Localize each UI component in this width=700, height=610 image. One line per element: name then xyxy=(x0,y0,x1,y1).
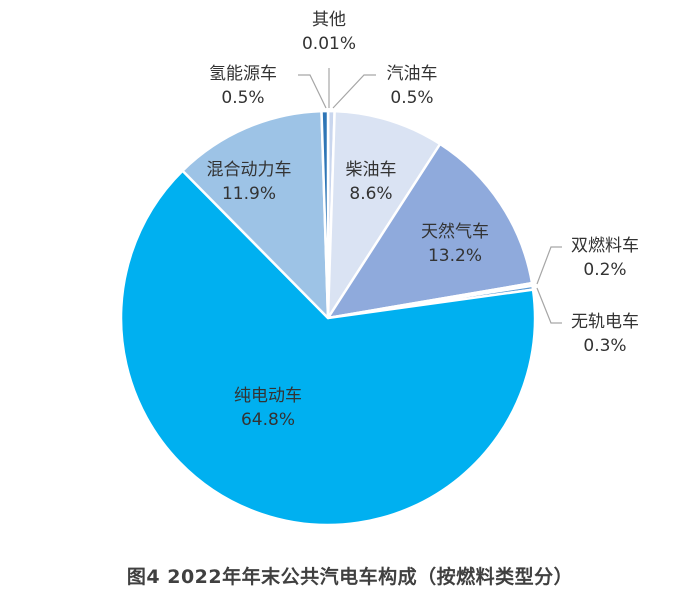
pie-slice xyxy=(326,109,442,320)
label-dual-fuel-name: 双燃料车 xyxy=(571,236,639,256)
label-gasoline-pct: 0.5% xyxy=(390,88,434,108)
label-other: 其他 0.01% xyxy=(298,8,360,56)
label-natural-gas-name: 天然气车 xyxy=(421,222,489,242)
label-diesel-name: 柴油车 xyxy=(345,160,397,180)
label-natural-gas: 天然气车 13.2% xyxy=(405,220,505,268)
label-trolley-name: 无轨电车 xyxy=(571,312,639,332)
label-dual-fuel-pct: 0.2% xyxy=(583,260,627,280)
label-other-name: 其他 xyxy=(312,10,346,30)
pie-slice xyxy=(320,109,330,320)
leader-line-dual-fuel xyxy=(536,246,562,285)
label-other-pct: 0.01% xyxy=(301,34,356,54)
label-hybrid-pct: 11.9% xyxy=(221,184,276,204)
leader-lines xyxy=(298,68,562,324)
pie-slice xyxy=(119,169,537,527)
pie-slice xyxy=(181,109,330,320)
label-electric: 纯电动车 64.8% xyxy=(218,384,318,432)
label-natural-gas-pct: 13.2% xyxy=(427,246,482,266)
label-hybrid: 混合动力车 11.9% xyxy=(193,158,305,206)
label-dual-fuel: 双燃料车 0.2% xyxy=(560,234,650,282)
label-electric-pct: 64.8% xyxy=(240,410,295,430)
label-gasoline-name: 汽油车 xyxy=(386,64,438,84)
label-gasoline: 汽油车 0.5% xyxy=(376,62,448,110)
leader-line-hydrogen xyxy=(298,74,327,109)
leader-line-trolley xyxy=(536,287,562,324)
label-hybrid-name: 混合动力车 xyxy=(206,160,292,180)
label-hydrogen-name: 氢能源车 xyxy=(209,64,277,84)
label-electric-name: 纯电动车 xyxy=(234,386,302,406)
pie-chart xyxy=(119,68,562,527)
label-diesel-pct: 8.6% xyxy=(349,184,393,204)
label-trolley: 无轨电车 0.3% xyxy=(560,310,650,358)
figure-caption: 图4 2022年年末公共汽电车构成（按燃料类型分） xyxy=(126,566,574,588)
label-trolley-pct: 0.3% xyxy=(583,336,627,356)
label-hydrogen-pct: 0.5% xyxy=(221,88,265,108)
label-hydrogen: 氢能源车 0.5% xyxy=(188,62,298,110)
leader-line-gasoline xyxy=(332,74,376,109)
pie-slices xyxy=(119,109,537,527)
label-diesel: 柴油车 8.6% xyxy=(335,158,407,206)
pie-slice xyxy=(326,142,534,320)
